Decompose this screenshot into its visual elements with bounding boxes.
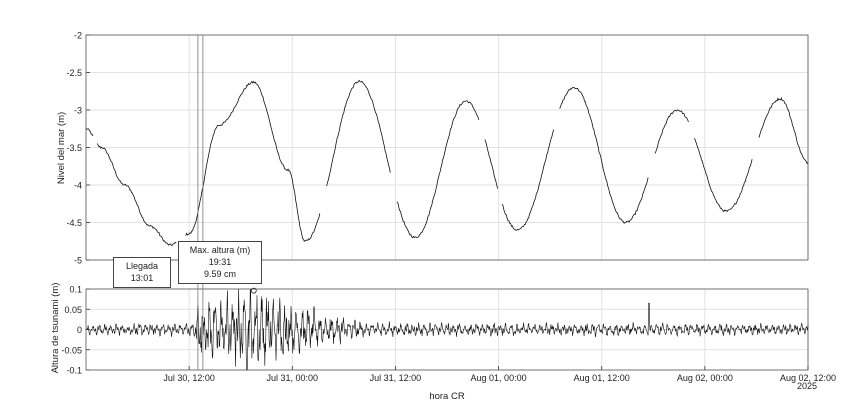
max-height-label-box: Max. altura (m) 19:31 9.59 cm [178, 241, 262, 284]
tsunami-height-panel: -0.1 -0.05 0 0.05 0.1 Jul 30, 12:00 Jul 31, 00… [61, 285, 836, 384]
arrival-label-box: Llegada 13:01 [113, 257, 171, 288]
max-height-label-value: 9.59 cm [203, 269, 236, 279]
bottom-y-tick-label: 0.1 [69, 285, 82, 295]
max-height-label-time: 19:31 [208, 257, 232, 267]
top-y-tick-label: -4.5 [66, 218, 82, 228]
top-y-tick-label: -3.5 [66, 143, 82, 153]
x-axis-year-label: 2025 [797, 381, 817, 391]
x-axis-label: hora CR [429, 391, 465, 402]
x-tick-label: Jul 30, 12:00 [163, 373, 215, 383]
top-y-tick-label: -4 [74, 181, 82, 191]
x-tick-label: Aug 01, 00:00 [471, 373, 527, 383]
sea-level-series-line [85, 79, 809, 247]
x-tick-label: Aug 02, 00:00 [677, 373, 733, 383]
arrival-label-time: 13:01 [130, 273, 154, 283]
bottom-y-axis-label: Altura de tsunami (m) [50, 283, 61, 374]
top-y-axis-label: Nivel del mar (m) [56, 112, 67, 184]
top-y-tick-label: -2.5 [66, 68, 82, 78]
tsunami-height-series-line [85, 288, 809, 371]
bottom-y-tick-label: -0.1 [66, 366, 82, 376]
x-tick-label: Aug 01, 12:00 [574, 373, 630, 383]
bottom-y-tick-label: -0.05 [61, 345, 82, 355]
top-y-tick-label: -2 [74, 31, 82, 41]
arrival-label-title: Llegada [125, 261, 159, 271]
top-axes-frame [85, 34, 809, 261]
top-y-tick-label: -3 [74, 106, 82, 116]
sea-level-panel: -5 -4.5 -4 -3.5 -3 -2.5 -2 [66, 31, 809, 266]
x-tick-label: Aug 02, 12:00 [780, 373, 836, 383]
bottom-y-tick-label: 0 [77, 325, 82, 335]
x-tick-label: Jul 31, 00:00 [267, 373, 319, 383]
bottom-y-tick-label: 0.05 [64, 305, 82, 315]
x-tick-label: Jul 31, 12:00 [370, 373, 422, 383]
max-height-marker [250, 287, 257, 294]
top-y-tick-label: -5 [74, 256, 82, 266]
max-height-label-title: Max. altura (m) [189, 245, 251, 255]
